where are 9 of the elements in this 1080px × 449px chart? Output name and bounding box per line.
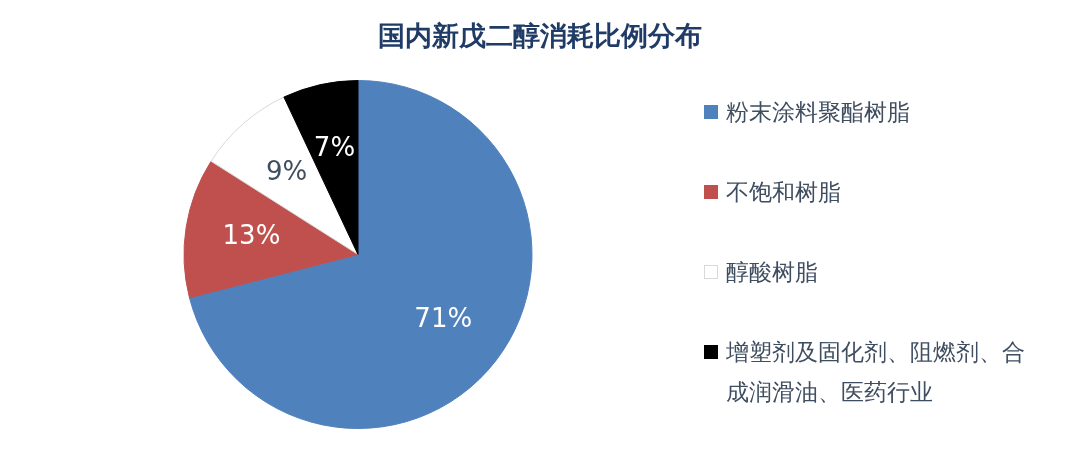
data-label: 9%	[266, 156, 308, 187]
data-label: 7%	[313, 131, 356, 162]
data-label: 71%	[414, 303, 473, 334]
legend-label: 不饱和树脂	[726, 178, 842, 207]
legend-label: 粉末涂料聚酯树脂	[726, 98, 911, 127]
legend-label: 增塑剂及固化剂、阻燃剂、合成润滑油、医药行业	[726, 338, 1026, 407]
legend-label: 醇酸树脂	[726, 258, 819, 287]
chart-title: 国内新戊二醇消耗比例分布	[377, 19, 703, 53]
data-label: 13%	[222, 220, 281, 251]
